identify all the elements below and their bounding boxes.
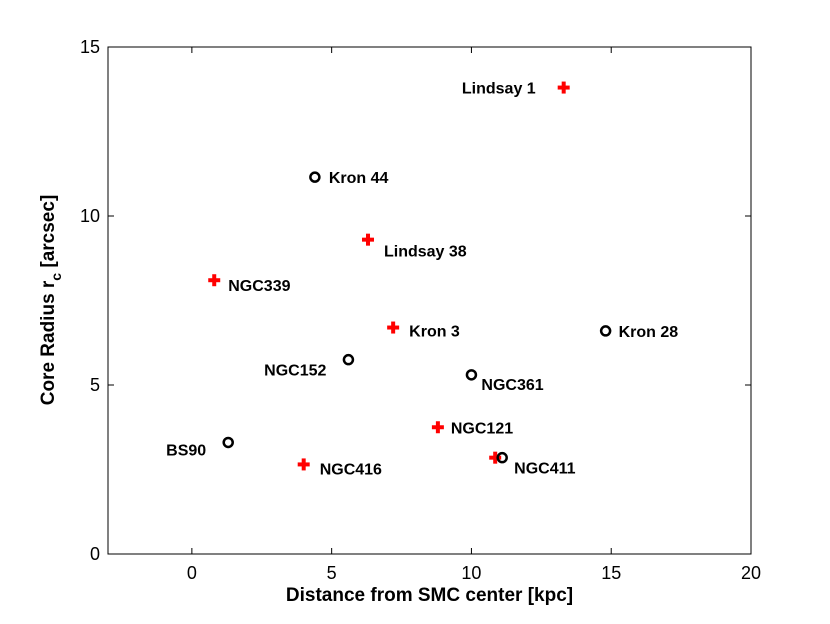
- x-tick-label: 10: [461, 563, 481, 583]
- plus-marker: [557, 81, 570, 94]
- y-tick-label: 15: [80, 37, 100, 57]
- circle-marker: [222, 436, 234, 449]
- point-label: NGC152: [264, 363, 326, 380]
- y-tick-label: 0: [90, 544, 100, 564]
- plus-marker: [431, 421, 444, 434]
- x-axis-label: Distance from SMC center [kpc]: [286, 585, 573, 606]
- circle-marker: [599, 325, 612, 337]
- circle-marker: [465, 369, 478, 381]
- point-label: NGC121: [451, 420, 513, 437]
- plus-marker: [208, 274, 221, 287]
- plus-marker: [297, 458, 310, 471]
- y-tick-label: 5: [90, 375, 100, 395]
- plus-marker: [387, 321, 400, 334]
- x-tick-label: 5: [327, 563, 337, 583]
- point-label: NGC339: [228, 278, 290, 295]
- point-label: Kron 44: [329, 170, 389, 187]
- circle-marker: [342, 353, 355, 366]
- y-tick-label: 10: [80, 206, 100, 226]
- plot-area: [107, 46, 752, 555]
- data-labels: Lindsay 1 Lindsay 38 NGC339 Kron 3 NGC121 NGC…: [166, 81, 678, 479]
- plus-marker: [489, 451, 502, 464]
- point-label: NGC416: [320, 461, 382, 478]
- y-axis-label-unit: [arcsec]: [38, 195, 59, 273]
- x-axis: 0 5 10 15 20: [187, 47, 761, 583]
- point-label: Lindsay 1: [462, 81, 536, 98]
- plus-marker: [361, 233, 374, 246]
- point-label: Lindsay 38: [384, 244, 467, 261]
- point-label: Kron 3: [409, 324, 460, 341]
- x-tick-label: 0: [187, 563, 197, 583]
- circle-marker: [496, 451, 508, 464]
- y-axis-label-subscript: c: [48, 273, 64, 281]
- x-tick-label: 20: [741, 563, 761, 583]
- point-label: NGC411: [514, 461, 575, 478]
- point-label: NGC361: [481, 377, 543, 394]
- data-markers: [208, 81, 612, 471]
- point-label: Kron 28: [619, 324, 679, 341]
- x-tick-label: 15: [601, 563, 621, 583]
- y-axis-label-main: Core Radius r: [38, 280, 59, 405]
- circle-marker: [309, 171, 321, 183]
- y-axis: 0 5 10 15: [80, 37, 751, 564]
- y-axis-label: Core Radius rc [arcsec]: [38, 195, 64, 406]
- point-label: BS90: [166, 442, 206, 459]
